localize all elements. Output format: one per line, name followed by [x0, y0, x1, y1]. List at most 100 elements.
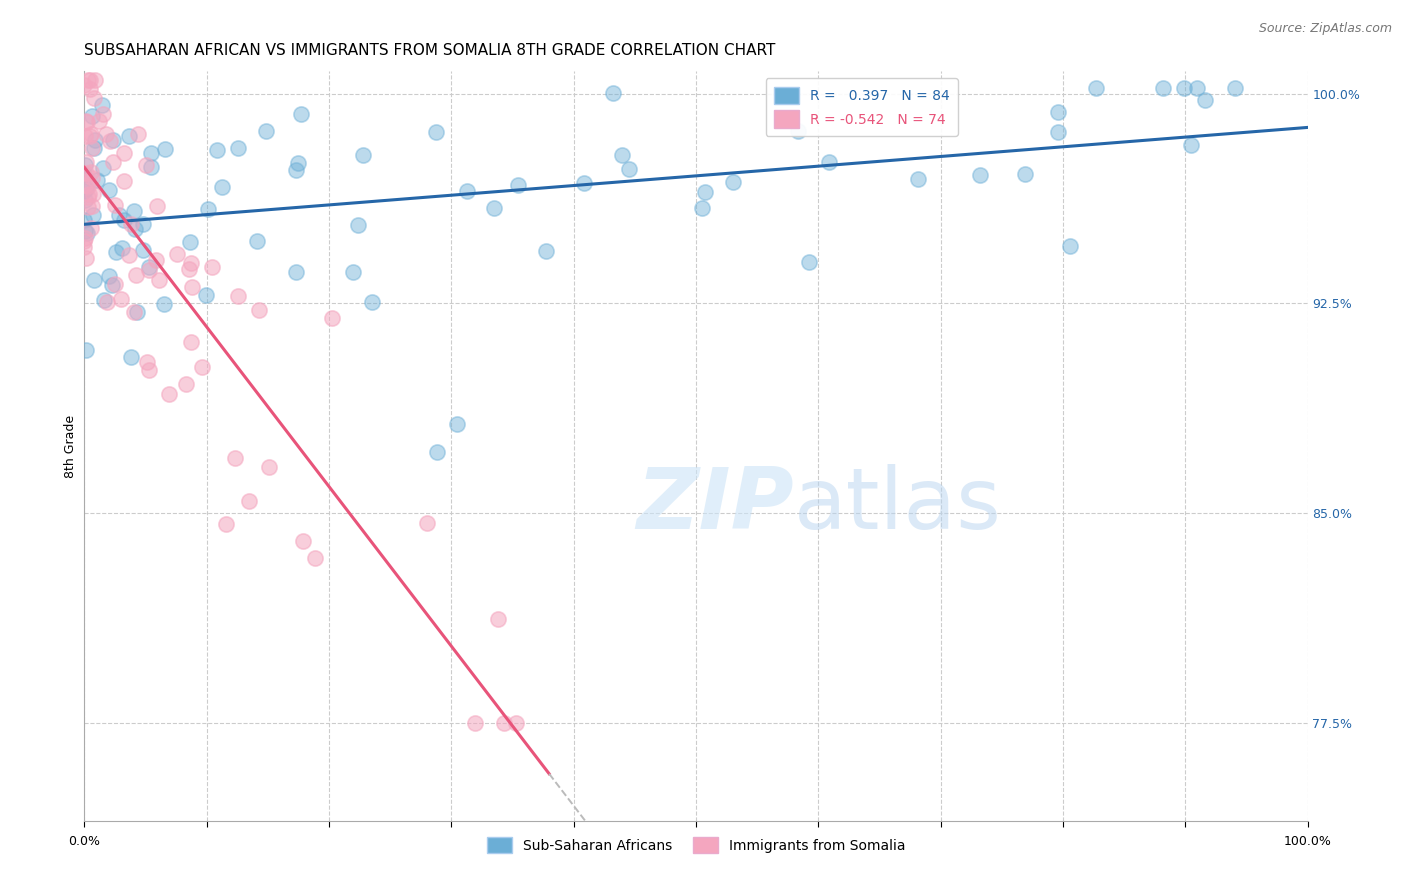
Point	[494, 715, 516, 730]
Point	[77, 186, 100, 201]
Point	[207, 143, 229, 157]
Point	[506, 178, 529, 193]
Point	[174, 377, 197, 392]
Point	[83, 133, 105, 147]
Point	[456, 184, 478, 198]
Point	[82, 170, 104, 185]
Point	[969, 169, 991, 183]
Point	[98, 268, 121, 283]
Point	[75, 224, 97, 238]
Point	[1014, 167, 1036, 181]
Point	[77, 200, 100, 214]
Point	[153, 142, 176, 156]
Point	[292, 534, 315, 549]
Point	[75, 181, 97, 195]
Point	[211, 179, 233, 194]
Point	[75, 114, 97, 128]
Point	[446, 417, 468, 431]
Point	[179, 235, 201, 249]
Point	[93, 106, 115, 120]
Point	[101, 133, 124, 147]
Text: Source: ZipAtlas.com: Source: ZipAtlas.com	[1258, 22, 1392, 36]
Text: atlas: atlas	[794, 465, 1002, 548]
Point	[82, 141, 104, 155]
Point	[75, 251, 97, 265]
Point	[426, 444, 449, 458]
Point	[797, 255, 820, 269]
Point	[101, 155, 124, 169]
Point	[141, 146, 163, 161]
Point	[360, 295, 382, 310]
Point	[201, 260, 224, 275]
Point	[104, 244, 127, 259]
Point	[73, 167, 96, 181]
Point	[721, 175, 744, 189]
Point	[818, 155, 841, 169]
Point	[79, 127, 101, 141]
Point	[79, 81, 101, 95]
Point	[73, 78, 96, 92]
Point	[1194, 93, 1216, 107]
Point	[141, 160, 163, 174]
Point	[112, 174, 135, 188]
Point	[224, 451, 246, 466]
Point	[352, 147, 374, 161]
Point	[127, 305, 149, 319]
Point	[124, 221, 146, 235]
Point	[75, 129, 97, 144]
Point	[482, 201, 505, 215]
Point	[73, 234, 96, 248]
Point	[127, 127, 149, 141]
Text: 100.0%: 100.0%	[1284, 835, 1331, 847]
Point	[83, 91, 105, 105]
Point	[138, 260, 160, 274]
Point	[77, 72, 100, 87]
Point	[73, 194, 96, 208]
Point	[77, 179, 100, 194]
Point	[610, 147, 633, 161]
Point	[132, 244, 155, 258]
Point	[1173, 81, 1195, 95]
Legend: Sub-Saharan Africans, Immigrants from Somalia: Sub-Saharan Africans, Immigrants from So…	[481, 831, 911, 859]
Point	[86, 172, 108, 186]
Point	[191, 360, 214, 375]
Point	[146, 199, 169, 213]
Point	[505, 715, 527, 730]
Point	[83, 273, 105, 287]
Point	[1047, 125, 1070, 139]
Point	[82, 187, 104, 202]
Text: 0.0%: 0.0%	[69, 835, 100, 847]
Point	[195, 287, 218, 301]
Point	[122, 204, 145, 219]
Point	[73, 178, 96, 193]
Point	[138, 262, 160, 277]
Point	[534, 244, 557, 258]
Point	[1059, 239, 1081, 253]
Point	[157, 387, 180, 401]
Point	[290, 107, 312, 121]
Point	[117, 248, 139, 262]
Point	[98, 134, 121, 148]
Point	[110, 292, 132, 306]
Point	[226, 289, 249, 303]
Point	[96, 294, 118, 309]
Point	[112, 146, 135, 161]
Point	[73, 240, 96, 254]
Point	[125, 268, 148, 283]
Point	[246, 234, 269, 248]
Point	[226, 141, 249, 155]
Point	[76, 190, 98, 204]
Point	[166, 247, 188, 261]
Point	[257, 460, 280, 475]
Point	[83, 141, 105, 155]
Point	[464, 715, 486, 730]
Point	[76, 114, 98, 128]
Point	[111, 241, 134, 255]
Point	[285, 162, 308, 177]
Point	[695, 185, 717, 199]
Point	[83, 72, 105, 87]
Point	[1223, 81, 1246, 95]
Text: ZIP: ZIP	[636, 465, 794, 548]
Point	[786, 124, 808, 138]
Point	[118, 129, 141, 144]
